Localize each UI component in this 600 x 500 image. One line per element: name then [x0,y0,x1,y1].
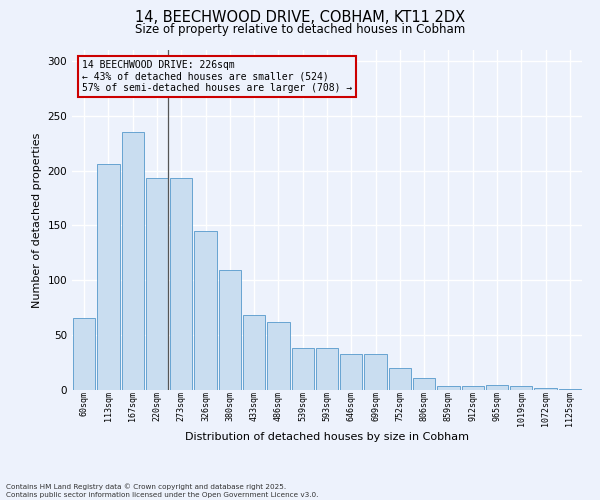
Bar [267,322,290,390]
Bar [340,354,362,390]
Bar [535,388,557,390]
X-axis label: Distribution of detached houses by size in Cobham: Distribution of detached houses by size … [185,432,469,442]
Bar [510,386,532,390]
Bar [389,368,411,390]
Bar [437,386,460,390]
Bar [486,384,508,390]
Bar [461,386,484,390]
Text: 14 BEECHWOOD DRIVE: 226sqm
← 43% of detached houses are smaller (524)
57% of sem: 14 BEECHWOOD DRIVE: 226sqm ← 43% of deta… [82,60,352,94]
Bar [364,354,387,390]
Bar [243,316,265,390]
Bar [146,178,168,390]
Bar [413,378,436,390]
Bar [170,178,193,390]
Text: 14, BEECHWOOD DRIVE, COBHAM, KT11 2DX: 14, BEECHWOOD DRIVE, COBHAM, KT11 2DX [135,10,465,25]
Bar [73,318,95,390]
Bar [218,270,241,390]
Bar [292,348,314,390]
Text: Size of property relative to detached houses in Cobham: Size of property relative to detached ho… [135,22,465,36]
Y-axis label: Number of detached properties: Number of detached properties [32,132,42,308]
Text: Contains HM Land Registry data © Crown copyright and database right 2025.
Contai: Contains HM Land Registry data © Crown c… [6,484,319,498]
Bar [122,132,144,390]
Bar [559,389,581,390]
Bar [316,348,338,390]
Bar [194,231,217,390]
Bar [97,164,119,390]
